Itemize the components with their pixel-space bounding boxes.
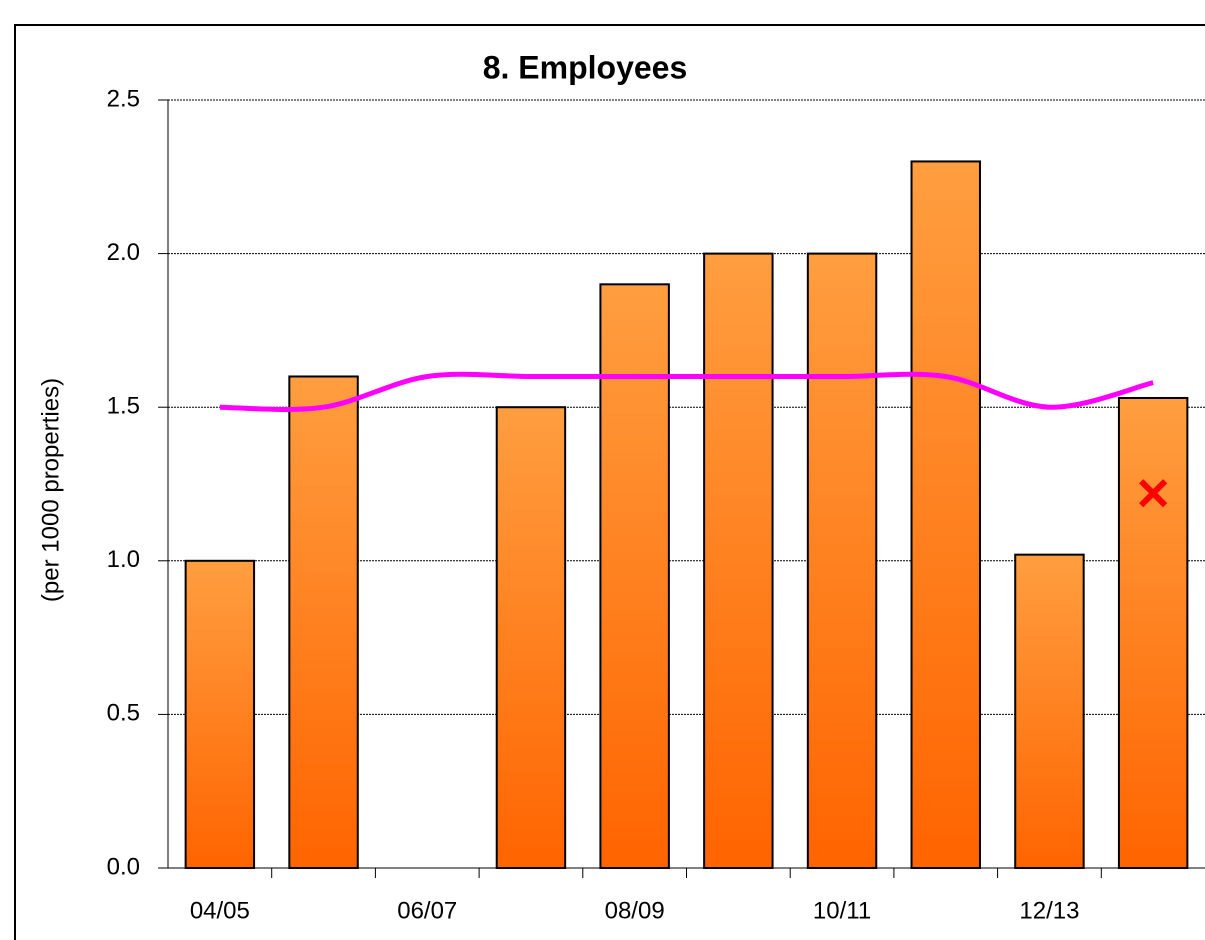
y-tick-label: 0.5 [107, 700, 140, 727]
bar [910, 160, 981, 869]
bar [1014, 553, 1085, 869]
bar [1117, 396, 1189, 869]
chart-title: 8. Employees [483, 49, 688, 85]
x-tick-label: 04/05 [190, 897, 250, 924]
y-tick-label: 2.0 [107, 239, 140, 266]
y-axis-label: (per 1000 properties) [37, 378, 64, 602]
bar [599, 283, 670, 869]
y-tick-label: 2.5 [107, 85, 140, 112]
y-tick-label: 0.0 [107, 853, 140, 880]
x-tick-label: 12/13 [1019, 897, 1079, 924]
y-tick-label: 1.5 [107, 393, 140, 420]
bar [184, 559, 256, 869]
bar [495, 406, 567, 869]
marker [1139, 479, 1168, 508]
x-tick-label: 10/11 [813, 897, 871, 924]
y-tick-label: 1.0 [107, 546, 140, 573]
x-tick-label: 08/09 [605, 897, 665, 924]
x-tick-label: 06/07 [397, 897, 457, 924]
bar [806, 252, 878, 870]
line [219, 371, 1154, 412]
bar [288, 375, 359, 869]
bar [703, 252, 774, 870]
frame [14, 24, 1205, 940]
